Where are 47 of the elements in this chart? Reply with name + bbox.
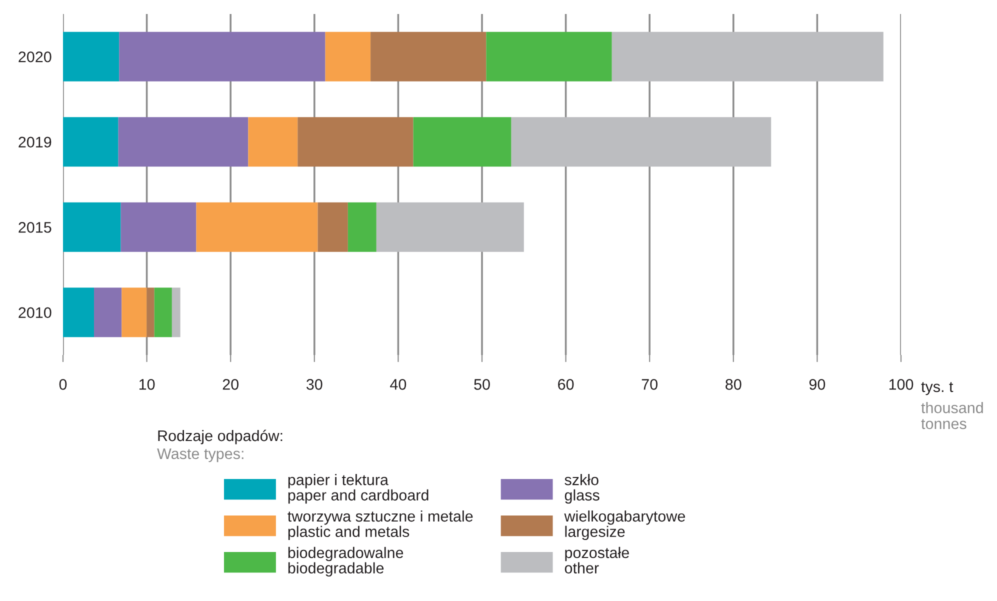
bar (94, 288, 122, 338)
legend-title: Rodzaje odpadów: Waste types: (157, 430, 282, 462)
y-tick-label: 2010 (18, 307, 52, 318)
x-tick-label: 10 (139, 379, 155, 390)
y-tick-label: 2015 (18, 222, 52, 233)
bar (196, 202, 318, 252)
x-tick-label: 90 (809, 379, 826, 390)
legend-label: szkło glass (564, 474, 600, 504)
bar (612, 32, 884, 82)
x-tick-label: 80 (726, 379, 742, 390)
x-tick-label: 20 (222, 379, 238, 390)
bar (348, 202, 376, 252)
bar (486, 32, 612, 82)
bar (413, 117, 512, 167)
bar (172, 288, 180, 338)
bar (146, 288, 154, 338)
legend-label: biodegradowalne biodegradable (288, 546, 404, 577)
legend-label: pozostałe other (564, 546, 629, 574)
bar (63, 117, 118, 167)
x-tick-label: 60 (558, 379, 574, 390)
bar (325, 32, 371, 82)
bar (120, 202, 196, 252)
x-tick-label: 30 (306, 379, 322, 390)
legend-label: papier i tektura paper and cardboard (288, 474, 428, 504)
bar (248, 117, 298, 167)
bar (118, 117, 248, 167)
y-tick-label: 2019 (18, 136, 52, 148)
bar (370, 32, 486, 82)
bar (63, 32, 120, 82)
x-tick-label: 70 (642, 379, 658, 390)
legend-label: tworzywa sztuczne i metale plastic and metals (288, 510, 473, 540)
bar (318, 202, 348, 252)
bar (298, 117, 414, 167)
bar (119, 32, 326, 82)
y-tick-label: 2020 (18, 51, 52, 62)
bar (122, 288, 147, 338)
bar (154, 288, 172, 338)
x-tick-label: 100 (889, 379, 914, 390)
bar (63, 202, 121, 252)
bar (511, 117, 772, 167)
bar (376, 202, 524, 252)
legend-label: wielkogabarytowe largesize (564, 510, 685, 540)
x-tick-label: 50 (474, 379, 490, 390)
x-tick-label: 40 (390, 379, 406, 390)
bar (63, 288, 94, 338)
x-axis-title: tys. t thousand tonnes (921, 382, 983, 430)
x-tick-label: 0 (59, 379, 67, 390)
